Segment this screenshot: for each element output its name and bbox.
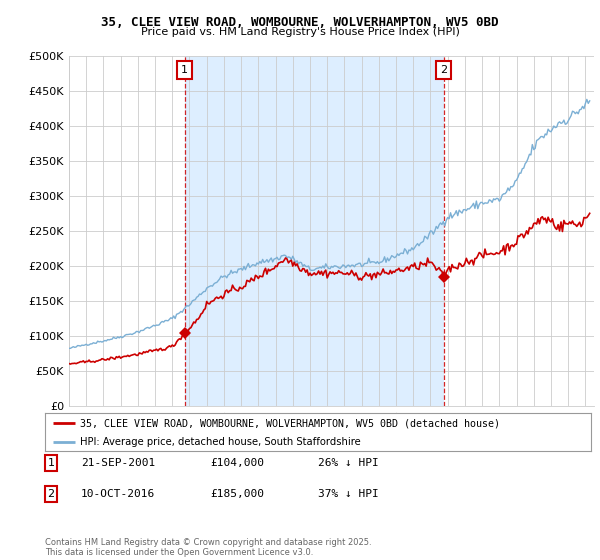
Text: 37% ↓ HPI: 37% ↓ HPI — [318, 489, 379, 499]
Text: 35, CLEE VIEW ROAD, WOMBOURNE, WOLVERHAMPTON, WV5 0BD: 35, CLEE VIEW ROAD, WOMBOURNE, WOLVERHAM… — [101, 16, 499, 29]
Text: 1: 1 — [47, 458, 55, 468]
Text: 10-OCT-2016: 10-OCT-2016 — [81, 489, 155, 499]
Text: 2: 2 — [440, 65, 448, 75]
Text: 21-SEP-2001: 21-SEP-2001 — [81, 458, 155, 468]
Text: Price paid vs. HM Land Registry's House Price Index (HPI): Price paid vs. HM Land Registry's House … — [140, 27, 460, 37]
Bar — [185, 56, 444, 406]
Text: 2: 2 — [47, 489, 55, 499]
Text: 26% ↓ HPI: 26% ↓ HPI — [318, 458, 379, 468]
Text: HPI: Average price, detached house, South Staffordshire: HPI: Average price, detached house, Sout… — [80, 437, 361, 447]
Text: 1: 1 — [181, 65, 188, 75]
Text: £104,000: £104,000 — [210, 458, 264, 468]
Text: £185,000: £185,000 — [210, 489, 264, 499]
Text: 35, CLEE VIEW ROAD, WOMBOURNE, WOLVERHAMPTON, WV5 0BD (detached house): 35, CLEE VIEW ROAD, WOMBOURNE, WOLVERHAM… — [80, 418, 500, 428]
Text: Contains HM Land Registry data © Crown copyright and database right 2025.
This d: Contains HM Land Registry data © Crown c… — [45, 538, 371, 557]
